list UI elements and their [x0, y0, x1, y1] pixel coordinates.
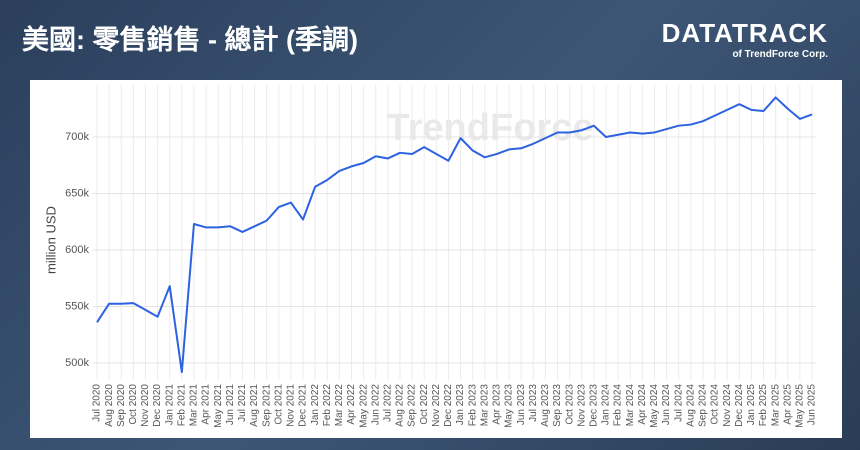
watermark: TrendForce: [387, 107, 594, 149]
x-tick-label: Sep 2021: [261, 384, 272, 427]
x-tick-label: Oct 2021: [273, 384, 284, 425]
x-tick-label: Aug 2021: [249, 384, 260, 427]
x-tick-label: Mar 2025: [770, 384, 781, 427]
x-tick-label: Feb 2023: [467, 384, 478, 427]
y-tick-label: 600k: [65, 244, 89, 256]
x-tick-label: Dec 2021: [298, 384, 309, 427]
x-tick-label: Sep 2020: [116, 384, 127, 427]
x-tick-label: Mar 2022: [334, 384, 345, 427]
x-tick-label: Nov 2023: [576, 384, 587, 427]
x-tick-label: Dec 2020: [152, 384, 163, 427]
x-tick-label: Apr 2022: [346, 384, 357, 425]
x-tick-label: Apr 2025: [782, 384, 793, 425]
y-axis-label: million USD: [43, 206, 58, 274]
x-tick-label: Dec 2023: [589, 384, 600, 427]
x-tick-label: Sep 2022: [407, 384, 418, 427]
x-tick-label: Jan 2023: [455, 384, 466, 426]
x-tick-label: Jul 2024: [673, 384, 684, 422]
chart-panel: TrendForce million USD Jul 2020 Aug 2020 S…: [30, 80, 842, 438]
x-tick-label: Apr 2021: [201, 384, 212, 425]
x-tick-label: May 2023: [504, 384, 515, 428]
x-tick-label: Jul 2021: [237, 384, 248, 422]
x-tick-label: Mar 2023: [479, 384, 490, 427]
x-tick-label: Jan 2021: [164, 384, 175, 426]
data-line: [96, 96, 813, 374]
x-tick-label: Feb 2024: [613, 384, 624, 427]
x-tick-label: Jan 2025: [746, 384, 757, 426]
x-tick-label: Jun 2025: [807, 384, 818, 426]
x-tick-label: Jan 2022: [310, 384, 321, 426]
x-tick-label: Jan 2024: [601, 384, 612, 426]
x-tick-label: Dec 2022: [443, 384, 454, 427]
x-tick-label: Nov 2020: [140, 384, 151, 427]
x-tick-label: Oct 2024: [710, 384, 721, 425]
y-tick-label: 650k: [65, 187, 89, 199]
x-tick-label: May 2021: [213, 384, 224, 428]
x-tick-label: Jul 2023: [528, 384, 539, 422]
x-tick-label: Jul 2020: [92, 384, 103, 422]
x-tick-label: Feb 2021: [176, 384, 187, 427]
x-tick-label: Aug 2024: [685, 384, 696, 427]
logo-name: DATATRACK: [661, 18, 828, 48]
x-tick-label: Feb 2022: [322, 384, 333, 427]
x-tick-label: Apr 2023: [492, 384, 503, 425]
x-tick-label: Jun 2024: [661, 384, 672, 426]
page-title: 美國: 零售銷售 - 總計 (季調): [22, 25, 358, 55]
x-tick-label: Oct 2023: [564, 384, 575, 425]
x-tick-label: Jun 2022: [370, 384, 381, 426]
x-tick-label: Oct 2022: [419, 384, 430, 425]
y-tick-label: 700k: [65, 131, 89, 143]
x-tick-label: Aug 2020: [104, 384, 115, 427]
x-tick-label: Sep 2023: [552, 384, 563, 427]
x-tick-label: Nov 2021: [286, 384, 297, 427]
x-tick-label: May 2025: [795, 384, 806, 428]
y-tick-label: 500k: [65, 357, 89, 369]
x-tick-label: Jun 2021: [225, 384, 236, 426]
x-tick-label: Aug 2022: [395, 384, 406, 427]
logo-sub: of TrendForce Corp.: [732, 49, 828, 60]
x-tick-label: Jun 2023: [516, 384, 527, 426]
x-tick-label: Jul 2022: [382, 384, 393, 422]
x-tick-label: Dec 2024: [734, 384, 745, 427]
x-tick-label: Nov 2024: [722, 384, 733, 427]
chart: TrendForce million USD Jul 2020 Aug 2020 S…: [43, 85, 818, 428]
x-tick-label: Sep 2024: [698, 384, 709, 427]
x-tick-label: Oct 2020: [128, 384, 139, 425]
x-tick-label: Mar 2021: [189, 384, 200, 427]
x-tick-label: Aug 2023: [540, 384, 551, 427]
x-tick-label: May 2024: [649, 384, 660, 428]
x-tick-label: Apr 2024: [637, 384, 648, 425]
x-tick-label: Nov 2022: [431, 384, 442, 427]
x-tick-label: Feb 2025: [758, 384, 769, 427]
logo: DATATRACK of TrendForce Corp.: [662, 18, 828, 60]
y-tick-label: 550k: [65, 300, 89, 312]
x-tick-label: May 2022: [358, 384, 369, 428]
x-tick-label: Mar 2024: [625, 384, 636, 427]
